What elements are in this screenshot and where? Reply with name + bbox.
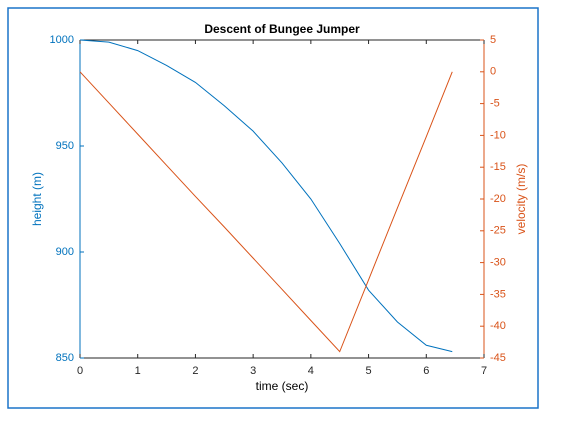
- x-tick-label: 7: [481, 365, 487, 377]
- y2-tick-label: -40: [490, 320, 506, 332]
- y2-axis-label: velocity (m/s): [514, 164, 528, 235]
- y2-tick-label: -30: [490, 257, 506, 269]
- x-axis-label: time (sec): [256, 379, 309, 393]
- x-tick-label: 6: [423, 365, 429, 377]
- y2-tick-label: -5: [490, 98, 500, 110]
- y2-tick-label: -25: [490, 225, 506, 237]
- y-tick-label: 1000: [50, 34, 74, 46]
- y2-tick-label: 0: [490, 66, 496, 78]
- x-tick-label: 5: [366, 365, 372, 377]
- y2-tick-label: 5: [490, 34, 496, 46]
- x-tick-label: 1: [135, 365, 141, 377]
- chart-title: Descent of Bungee Jumper: [204, 22, 360, 36]
- y-axis-label: height (m): [30, 172, 44, 226]
- y2-tick-label: -45: [490, 352, 506, 364]
- x-tick-label: 0: [77, 365, 83, 377]
- y-tick-label: 850: [56, 352, 74, 364]
- figure-frame: [7, 7, 539, 409]
- y-tick-label: 950: [56, 140, 74, 152]
- x-tick-label: 3: [250, 365, 256, 377]
- y2-tick-label: -35: [490, 288, 506, 300]
- series-line: [79, 71, 453, 353]
- y2-tick-label: -15: [490, 161, 506, 173]
- series-line: [79, 39, 453, 353]
- y-tick-label: 900: [56, 246, 74, 258]
- y2-tick-label: -10: [490, 129, 506, 141]
- x-tick-label: 4: [308, 365, 314, 377]
- y2-tick-label: -20: [490, 193, 506, 205]
- x-tick-label: 2: [192, 365, 198, 377]
